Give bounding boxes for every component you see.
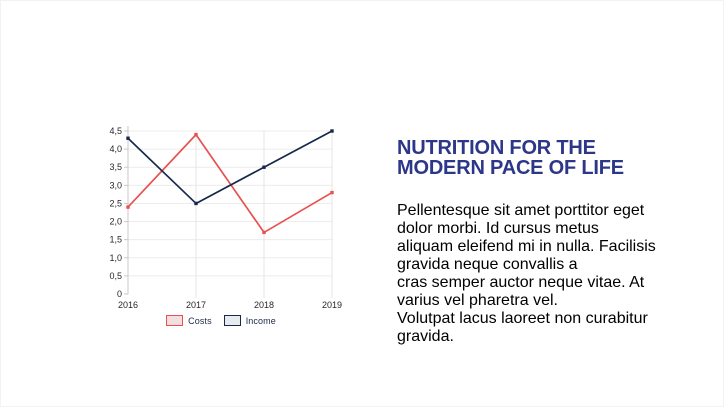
svg-text:0,5: 0,5 — [109, 271, 122, 281]
chart-legend: Costs Income — [91, 315, 351, 326]
line-chart: 0 0,5 1,0 1,5 2,0 2,5 3,0 3,5 4,0 4,5 2016 2017 2018… — [91, 119, 351, 319]
body-line: Pellentesque sit amet porttitor eget dol… — [397, 202, 645, 237]
legend-label: Costs — [188, 315, 212, 326]
legend-item-costs: Costs — [166, 315, 212, 326]
svg-text:1,5: 1,5 — [109, 235, 122, 245]
svg-text:2017: 2017 — [186, 300, 206, 310]
costs-swatch-icon — [166, 315, 184, 326]
svg-text:3,0: 3,0 — [109, 180, 122, 190]
line-chart-svg: 0 0,5 1,0 1,5 2,0 2,5 3,0 3,5 4,0 4,5 2016 2017 2018… — [109, 126, 342, 310]
svg-text:2,5: 2,5 — [109, 198, 122, 208]
slide-title: NUTRITION FOR THE MODERN PACE OF LIFE — [397, 138, 683, 178]
legend-item-income: Income — [223, 315, 276, 326]
svg-text:1,0: 1,0 — [109, 253, 122, 263]
svg-text:4,0: 4,0 — [109, 144, 122, 154]
text-column: NUTRITION FOR THE MODERN PACE OF LIFE Pe… — [397, 138, 683, 362]
body-line: Volutpat lacus laoreet non curabitur gra… — [397, 310, 648, 345]
income-swatch-icon — [223, 315, 241, 326]
svg-text:2018: 2018 — [254, 300, 274, 310]
svg-text:4,5: 4,5 — [109, 126, 122, 136]
body-line: aliquam eleifend mi in nulla. Facilisis … — [397, 238, 656, 273]
svg-text:3,5: 3,5 — [109, 162, 122, 172]
slide-title-line-1: NUTRITION FOR THE — [397, 137, 596, 159]
body-line: cras semper auctor neque vitae. At variu… — [397, 274, 645, 309]
slide-title-line-2: MODERN PACE OF LIFE — [397, 157, 624, 179]
svg-text:2,0: 2,0 — [109, 217, 122, 227]
svg-text:0: 0 — [117, 289, 122, 299]
svg-text:2019: 2019 — [322, 300, 342, 310]
svg-text:2016: 2016 — [118, 300, 138, 310]
legend-label: Income — [245, 315, 276, 326]
